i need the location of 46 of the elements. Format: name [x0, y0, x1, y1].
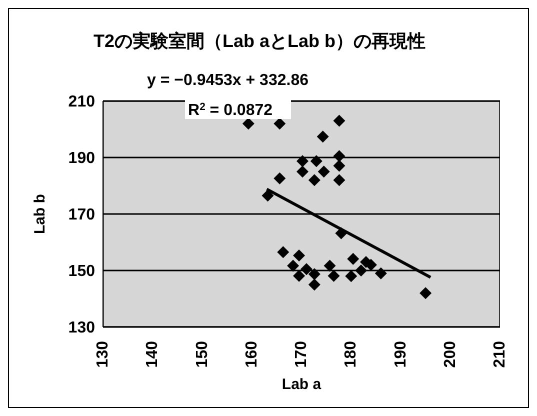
- x-tick-label: 180: [342, 340, 360, 368]
- point: [324, 260, 336, 272]
- point: [274, 172, 286, 184]
- point: [242, 118, 254, 130]
- point: [333, 150, 346, 162]
- point: [287, 260, 300, 272]
- point: [293, 270, 306, 282]
- point: [277, 246, 290, 258]
- chart-title: T2の実験室間（Lab aとLab b）の再現性: [93, 31, 426, 51]
- point: [316, 130, 329, 143]
- x-tick-label: 140: [144, 340, 162, 368]
- x-tick-label: 200: [442, 340, 459, 368]
- point: [328, 270, 340, 282]
- x-axis-title: Lab a: [282, 376, 322, 393]
- point: [308, 278, 320, 291]
- point: [296, 155, 308, 168]
- point: [355, 264, 368, 276]
- y-tick-label: 190: [68, 150, 96, 168]
- x-tick-label: 210: [492, 340, 508, 368]
- point: [262, 190, 274, 202]
- point: [333, 160, 346, 172]
- point: [333, 174, 346, 186]
- point: [293, 250, 306, 262]
- point: [345, 270, 358, 282]
- y-tick-label: 130: [68, 320, 96, 337]
- point: [310, 155, 322, 168]
- y-tick-label: 210: [68, 94, 96, 111]
- point: [308, 268, 320, 280]
- point: [333, 114, 346, 127]
- point: [300, 263, 312, 276]
- y-tick-label: 150: [68, 263, 96, 280]
- y-tick-label: 170: [68, 206, 96, 224]
- y-axis-title: Lab b: [31, 194, 48, 234]
- x-tick-label: 190: [392, 340, 410, 368]
- annotation: R$^{2}$ = 0.0872: [188, 102, 273, 119]
- x-tick-label: 150: [194, 340, 211, 368]
- x-tick-label: 170: [293, 340, 310, 368]
- point: [318, 166, 330, 178]
- point: [274, 118, 286, 130]
- point: [347, 252, 360, 265]
- text: y = −0.9453x + 332.86: [147, 72, 309, 89]
- point: [420, 287, 432, 300]
- point: [296, 166, 308, 178]
- point: [374, 267, 387, 280]
- x-tick-label: 160: [243, 340, 260, 368]
- point: [308, 174, 320, 186]
